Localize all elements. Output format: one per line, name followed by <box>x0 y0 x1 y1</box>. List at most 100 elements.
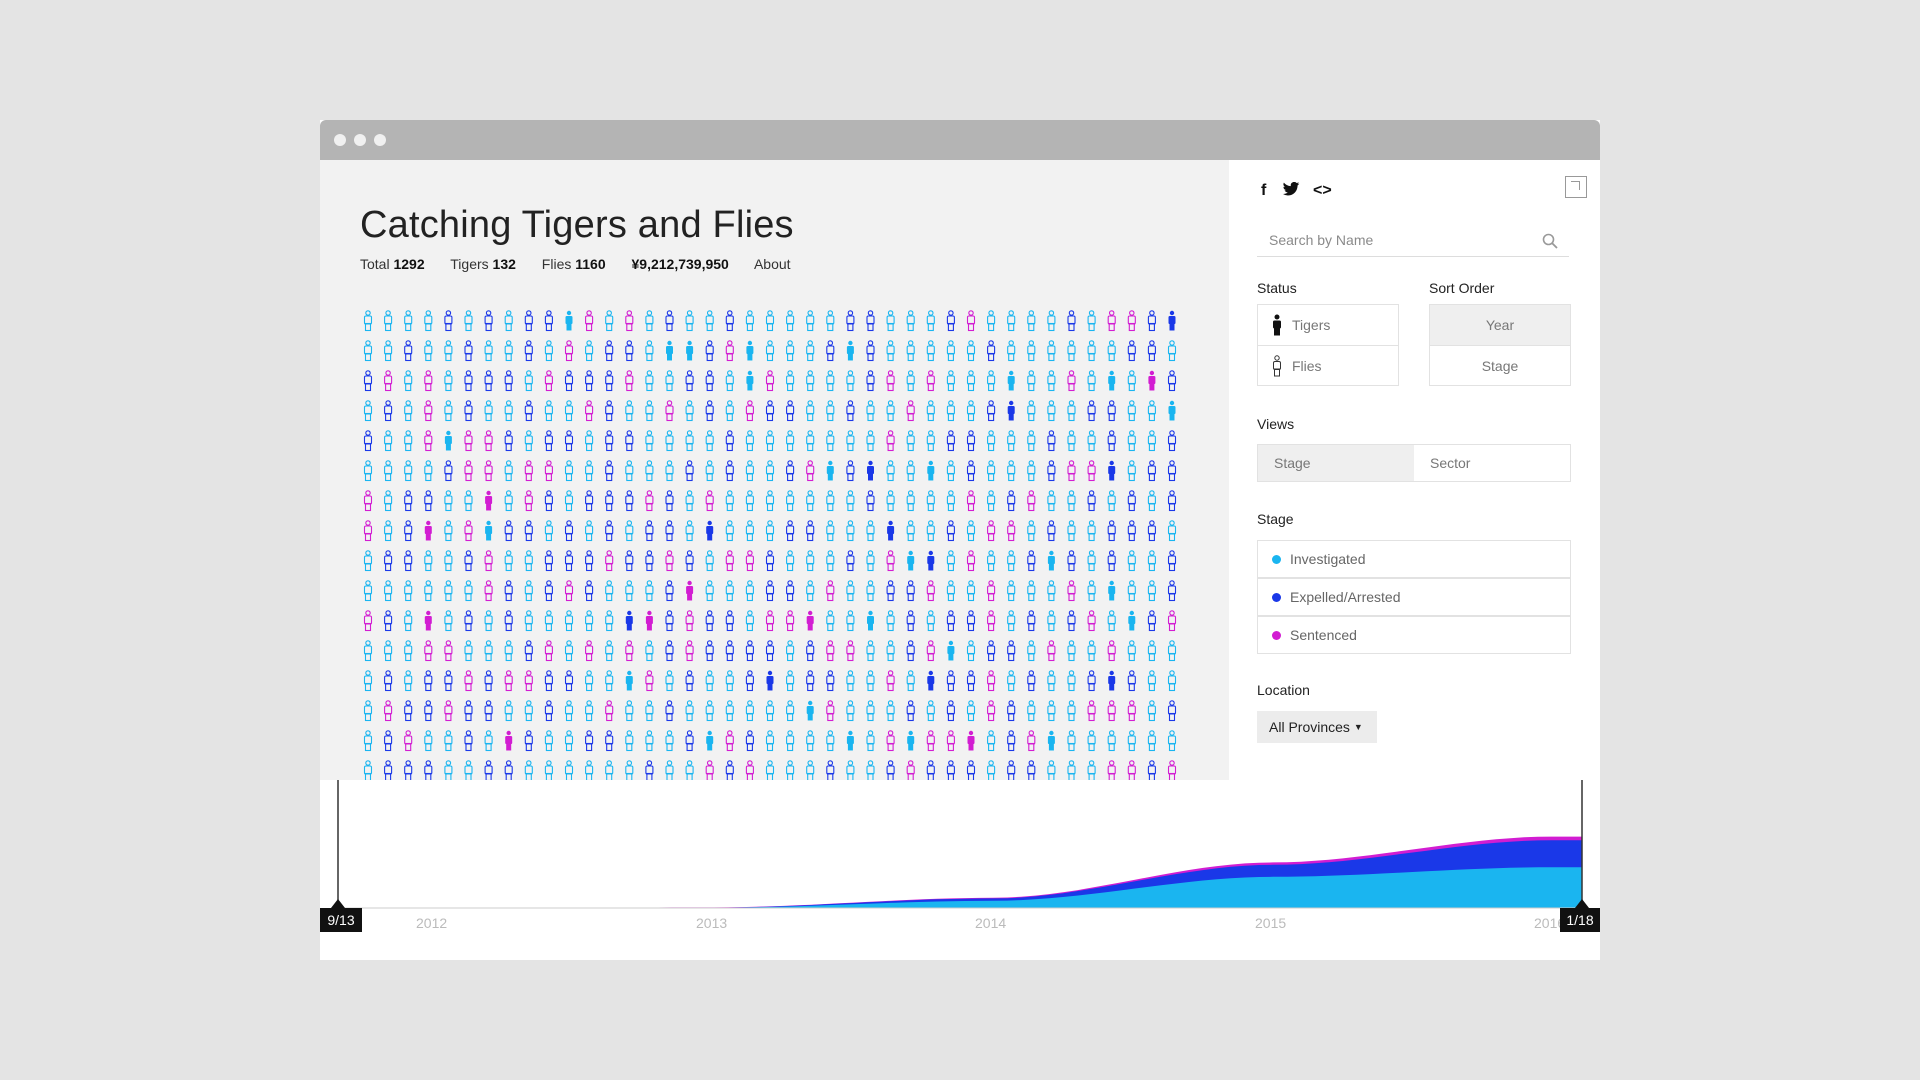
fly-figure[interactable] <box>786 670 795 692</box>
view-option-stage[interactable]: Stage <box>1258 445 1414 481</box>
fly-figure[interactable] <box>685 760 694 780</box>
fly-figure[interactable] <box>625 730 634 752</box>
fly-figure[interactable] <box>826 490 835 512</box>
fly-figure[interactable] <box>866 640 875 662</box>
fly-figure[interactable] <box>524 370 533 392</box>
fly-figure[interactable] <box>484 460 493 482</box>
fly-figure[interactable] <box>1127 310 1136 332</box>
fly-figure[interactable] <box>786 610 795 632</box>
view-option-sector[interactable]: Sector <box>1430 455 1471 471</box>
fly-figure[interactable] <box>1047 340 1056 362</box>
fly-figure[interactable] <box>384 430 393 452</box>
fly-figure[interactable] <box>806 520 815 542</box>
fly-figure[interactable] <box>645 670 654 692</box>
fly-figure[interactable] <box>806 310 815 332</box>
fly-figure[interactable] <box>645 310 654 332</box>
fly-figure[interactable] <box>966 700 976 722</box>
fly-figure[interactable] <box>444 370 453 392</box>
tiger-figure[interactable] <box>867 460 874 481</box>
fly-figure[interactable] <box>384 400 393 422</box>
fly-figure[interactable] <box>786 310 795 332</box>
fly-figure[interactable] <box>1107 520 1116 542</box>
fly-figure[interactable] <box>444 730 453 752</box>
fly-figure[interactable] <box>1027 700 1036 722</box>
fly-figure[interactable] <box>585 700 594 722</box>
fly-figure[interactable] <box>765 730 775 752</box>
fly-figure[interactable] <box>926 760 935 780</box>
fly-figure[interactable] <box>987 340 996 362</box>
tiger-figure[interactable] <box>1108 370 1116 391</box>
fly-figure[interactable] <box>504 400 513 422</box>
fly-figure[interactable] <box>946 430 955 452</box>
fly-figure[interactable] <box>846 550 855 572</box>
fly-figure[interactable] <box>786 370 795 392</box>
fly-figure[interactable] <box>464 310 473 332</box>
fly-figure[interactable] <box>424 730 433 752</box>
fly-figure[interactable] <box>765 400 775 422</box>
fly-figure[interactable] <box>544 760 553 780</box>
fly-figure[interactable] <box>846 430 855 452</box>
fly-figure[interactable] <box>765 700 775 722</box>
fly-figure[interactable] <box>1087 490 1096 512</box>
fly-figure[interactable] <box>1047 610 1056 632</box>
fly-figure[interactable] <box>946 730 955 752</box>
fly-figure[interactable] <box>645 340 654 362</box>
fly-figure[interactable] <box>1067 550 1076 572</box>
fly-figure[interactable] <box>745 580 754 602</box>
fly-figure[interactable] <box>605 640 614 662</box>
fly-figure[interactable] <box>846 370 855 392</box>
fly-figure[interactable] <box>966 520 976 542</box>
fly-figure[interactable] <box>404 400 413 422</box>
fly-figure[interactable] <box>1087 370 1096 392</box>
tiger-figure[interactable] <box>826 460 834 481</box>
fly-figure[interactable] <box>725 760 734 780</box>
fly-figure[interactable] <box>504 760 513 780</box>
fly-figure[interactable] <box>564 670 574 692</box>
fly-figure[interactable] <box>444 460 453 482</box>
fly-figure[interactable] <box>625 640 634 662</box>
fly-figure[interactable] <box>1167 490 1177 512</box>
fly-figure[interactable] <box>745 640 754 662</box>
fly-figure[interactable] <box>564 490 574 512</box>
fly-figure[interactable] <box>605 730 614 752</box>
fly-figure[interactable] <box>363 610 373 632</box>
fly-figure[interactable] <box>1007 340 1016 362</box>
fly-figure[interactable] <box>1027 760 1036 780</box>
fly-figure[interactable] <box>464 760 473 780</box>
fly-figure[interactable] <box>966 460 976 482</box>
fly-figure[interactable] <box>705 460 714 482</box>
fly-figure[interactable] <box>826 370 835 392</box>
fly-figure[interactable] <box>544 460 553 482</box>
fly-figure[interactable] <box>906 400 915 422</box>
fly-figure[interactable] <box>906 520 915 542</box>
fly-figure[interactable] <box>1087 430 1096 452</box>
fly-figure[interactable] <box>987 490 996 512</box>
fly-figure[interactable] <box>605 610 614 632</box>
fly-figure[interactable] <box>484 400 493 422</box>
fly-figure[interactable] <box>544 580 553 602</box>
fly-figure[interactable] <box>725 730 734 752</box>
fly-figure[interactable] <box>1067 430 1076 452</box>
fly-figure[interactable] <box>705 550 714 572</box>
fly-figure[interactable] <box>765 760 775 780</box>
fly-figure[interactable] <box>1047 490 1056 512</box>
fly-figure[interactable] <box>1147 460 1156 482</box>
fly-figure[interactable] <box>966 760 976 780</box>
tiger-figure[interactable] <box>766 670 774 691</box>
fly-figure[interactable] <box>665 520 674 542</box>
tiger-figure[interactable] <box>967 730 975 751</box>
fly-figure[interactable] <box>504 490 513 512</box>
fly-figure[interactable] <box>1107 490 1116 512</box>
fly-figure[interactable] <box>685 610 694 632</box>
fly-figure[interactable] <box>745 670 754 692</box>
fly-figure[interactable] <box>745 520 754 542</box>
fly-figure[interactable] <box>946 400 955 422</box>
fly-figure[interactable] <box>605 700 614 722</box>
fly-figure[interactable] <box>1047 670 1056 692</box>
fly-figure[interactable] <box>1147 670 1156 692</box>
fly-figure[interactable] <box>1107 640 1116 662</box>
fly-figure[interactable] <box>544 520 553 542</box>
fly-figure[interactable] <box>363 550 373 572</box>
tiger-figure[interactable] <box>565 310 573 331</box>
fly-figure[interactable] <box>866 310 875 332</box>
